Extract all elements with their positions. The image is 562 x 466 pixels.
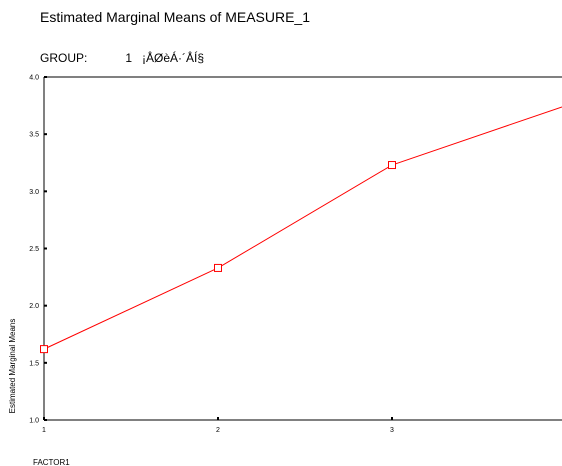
- chart-title: Estimated Marginal Means of MEASURE_1: [40, 9, 310, 25]
- y-tick-label: 2.0: [29, 303, 39, 310]
- group-name: ¡ÅØèÁ·´ÅÍ§: [142, 51, 205, 65]
- chart-subtitle: GROUP: 1 ¡ÅØèÁ·´ÅÍ§: [40, 51, 204, 65]
- y-tick-label: 1.5: [29, 360, 39, 367]
- data-point-marker: [214, 263, 222, 272]
- y-tick-label: 4.0: [29, 75, 39, 82]
- x-tick-label: 2: [216, 427, 220, 434]
- y-tick-label: 3.0: [29, 189, 39, 196]
- x-tick-label: 3: [390, 427, 394, 434]
- series-line: [43, 106, 562, 350]
- y-tick-label: 3.5: [29, 132, 39, 139]
- y-axis-label: Estimated Marginal Means: [8, 319, 17, 414]
- y-tick-label: 1.0: [29, 418, 39, 425]
- x-axis-label: FACTOR1: [33, 458, 70, 466]
- y-tick-label: 2.5: [29, 246, 39, 253]
- group-label: GROUP:: [40, 51, 88, 65]
- x-tick-label: 1: [42, 427, 46, 434]
- data-point-marker: [388, 161, 396, 170]
- group-value: 1: [125, 51, 133, 65]
- data-point-marker: [40, 345, 48, 354]
